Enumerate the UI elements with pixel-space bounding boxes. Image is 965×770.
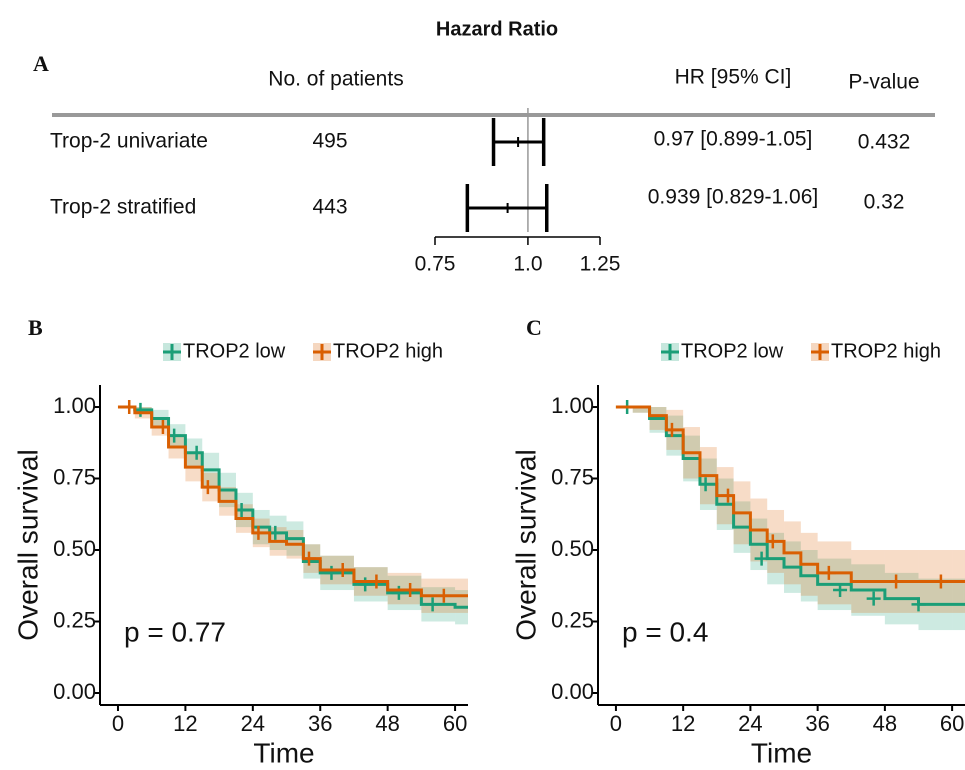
censor-mark bbox=[302, 551, 317, 566]
p-value-annotation: p = 0.77 bbox=[124, 616, 226, 647]
censor-mark bbox=[369, 574, 384, 589]
x-axis-title: Time bbox=[253, 737, 314, 768]
censor-mark bbox=[436, 588, 451, 603]
panel-label: C bbox=[526, 315, 542, 340]
y-tick-label: 1.00 bbox=[551, 393, 594, 418]
legend-label: TROP2 high bbox=[333, 340, 443, 362]
y-tick-label: 0.00 bbox=[551, 679, 594, 704]
hr-label: 0.97 [0.899-1.05] bbox=[654, 128, 813, 151]
censor-mark bbox=[324, 565, 339, 580]
censor-mark bbox=[335, 563, 350, 578]
legend-label: TROP2 low bbox=[681, 340, 784, 362]
censor-mark bbox=[251, 525, 266, 540]
x-tick-label: 36 bbox=[805, 711, 829, 736]
x-tick-label: 1.0 bbox=[513, 253, 542, 276]
panel-label: B bbox=[28, 315, 43, 340]
censor-mark bbox=[403, 583, 418, 598]
column-header: HR [95% CI] bbox=[675, 66, 792, 89]
censor-mark bbox=[889, 574, 904, 589]
y-tick-label: 0.25 bbox=[551, 607, 594, 632]
y-axis-title: Overall survival bbox=[510, 449, 541, 640]
x-tick-label: 24 bbox=[241, 711, 265, 736]
y-tick-label: 0.75 bbox=[53, 464, 96, 489]
censor-mark bbox=[189, 445, 204, 460]
column-header: No. of patients bbox=[268, 68, 403, 91]
x-tick-label: 48 bbox=[873, 711, 897, 736]
censor-mark bbox=[933, 574, 948, 589]
x-tick-label: 24 bbox=[738, 711, 762, 736]
censor-mark bbox=[122, 400, 137, 415]
x-tick-label: 36 bbox=[308, 711, 332, 736]
x-tick-label: 0 bbox=[112, 711, 124, 736]
x-tick-label: 12 bbox=[671, 711, 695, 736]
censor-mark bbox=[358, 577, 373, 592]
censor-mark bbox=[200, 480, 215, 495]
legend-label: TROP2 low bbox=[183, 340, 286, 362]
confidence-band bbox=[632, 407, 650, 413]
censor-mark bbox=[391, 585, 406, 600]
censor-mark bbox=[754, 551, 769, 566]
plot-area bbox=[117, 400, 468, 625]
y-tick-label: 0.25 bbox=[53, 607, 96, 632]
x-tick-label: 0 bbox=[610, 711, 622, 736]
x-tick-label: 60 bbox=[443, 711, 467, 736]
censor-mark bbox=[765, 534, 780, 549]
y-tick-label: 0.00 bbox=[53, 679, 96, 704]
panel-label: A bbox=[33, 51, 49, 76]
confidence-band bbox=[632, 407, 650, 413]
chart-title: Hazard Ratio bbox=[436, 18, 558, 40]
row-label: Trop-2 univariate bbox=[50, 130, 208, 153]
y-tick-label: 1.00 bbox=[53, 393, 96, 418]
patient-count: 443 bbox=[312, 196, 347, 219]
y-tick-label: 0.50 bbox=[551, 536, 594, 561]
y-tick-label: 0.50 bbox=[53, 536, 96, 561]
p-value: 0.32 bbox=[864, 191, 905, 214]
y-axis-title: Overall survival bbox=[12, 449, 43, 640]
p-value-annotation: p = 0.4 bbox=[622, 616, 708, 647]
row-label: Trop-2 stratified bbox=[50, 196, 196, 219]
p-value: 0.432 bbox=[858, 131, 911, 154]
x-tick-label: 48 bbox=[375, 711, 399, 736]
x-tick-label: 1.25 bbox=[580, 253, 621, 276]
legend-label: TROP2 high bbox=[831, 340, 941, 362]
patient-count: 495 bbox=[312, 130, 347, 153]
censor-mark bbox=[866, 591, 881, 606]
censor-mark bbox=[425, 597, 440, 612]
censor-mark bbox=[821, 565, 836, 580]
censor-mark bbox=[155, 420, 170, 435]
censor-mark bbox=[720, 488, 735, 503]
plot-area bbox=[615, 400, 965, 631]
y-tick-label: 0.75 bbox=[551, 464, 594, 489]
censor-mark bbox=[698, 477, 713, 492]
hr-label: 0.939 [0.829-1.06] bbox=[648, 186, 818, 209]
x-axis-title: Time bbox=[751, 737, 812, 768]
censor-mark bbox=[833, 583, 848, 598]
censor-mark bbox=[664, 422, 679, 437]
column-header: P-value bbox=[848, 71, 919, 94]
x-tick-label: 0.75 bbox=[415, 253, 456, 276]
x-tick-label: 12 bbox=[173, 711, 197, 736]
x-tick-label: 60 bbox=[940, 711, 964, 736]
censor-mark bbox=[911, 597, 926, 612]
